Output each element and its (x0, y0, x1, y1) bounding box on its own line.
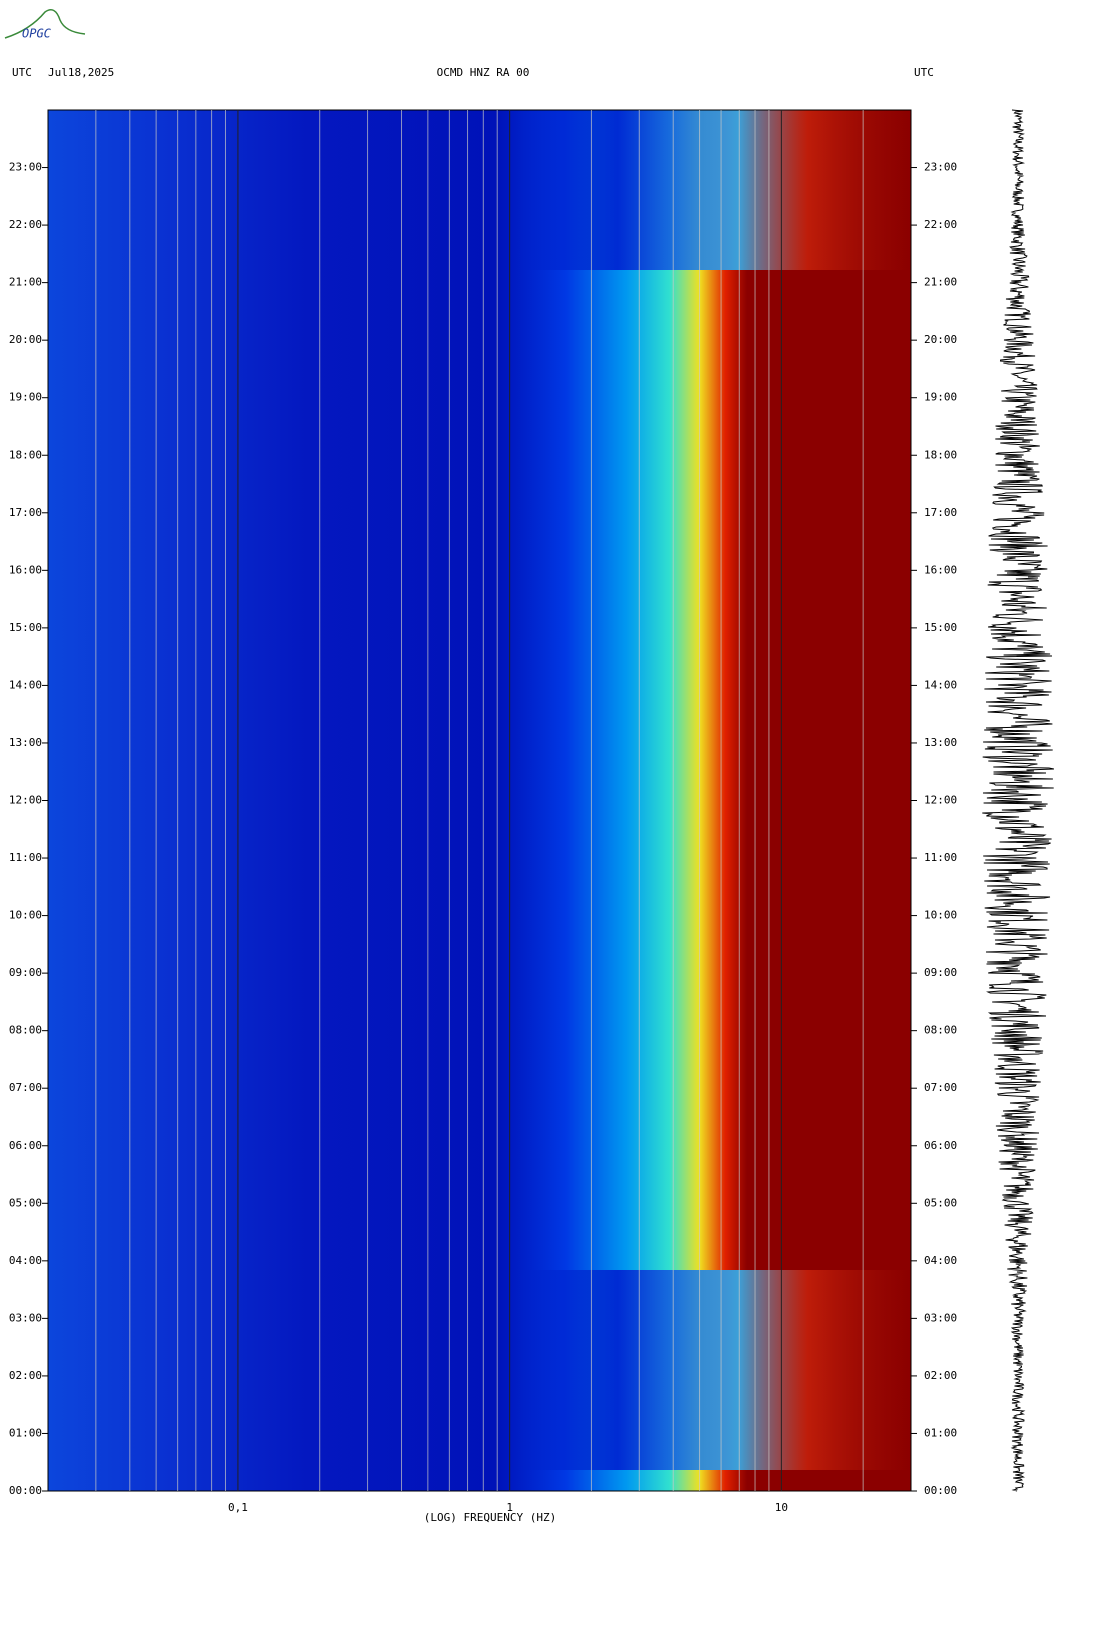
y-tick-label-right: 05:00 (924, 1196, 957, 1209)
y-tick-label: 23:00 (9, 161, 42, 174)
y-tick-label: 19:00 (9, 391, 42, 404)
x-tick-label: 0,1 (228, 1501, 248, 1514)
y-tick-label: 22:00 (9, 218, 42, 231)
y-tick-label: 02:00 (9, 1369, 42, 1382)
y-tick-label-right: 14:00 (924, 678, 957, 691)
y-tick-label-right: 19:00 (924, 391, 957, 404)
header-right: UTC (914, 66, 934, 79)
y-tick-label: 03:00 (9, 1311, 42, 1324)
y-tick-label: 09:00 (9, 966, 42, 979)
y-tick-label: 18:00 (9, 448, 42, 461)
y-tick-label-right: 16:00 (924, 563, 957, 576)
y-tick-label: 08:00 (9, 1024, 42, 1037)
y-tick-label-right: 07:00 (924, 1081, 957, 1094)
y-tick-label: 13:00 (9, 736, 42, 749)
y-tick-label-right: 06:00 (924, 1139, 957, 1152)
y-tick-label: 05:00 (9, 1196, 42, 1209)
y-tick-label-right: 22:00 (924, 218, 957, 231)
date: Jul18,2025 (48, 66, 114, 79)
y-tick-label: 15:00 (9, 621, 42, 634)
y-tick-label-right: 02:00 (924, 1369, 957, 1382)
y-tick-label-right: 20:00 (924, 333, 957, 346)
y-tick-label: 06:00 (9, 1139, 42, 1152)
y-tick-label-right: 09:00 (924, 966, 957, 979)
spectrogram-quiet-band (48, 1270, 911, 1470)
x-tick-label: 1 (506, 1501, 513, 1514)
logo: OPGC (4, 9, 86, 41)
y-tick-label-right: 23:00 (924, 161, 957, 174)
y-tick-label-right: 18:00 (924, 448, 957, 461)
y-tick-label-right: 00:00 (924, 1484, 957, 1497)
y-tick-label: 17:00 (9, 506, 42, 519)
y-tick-label: 04:00 (9, 1254, 42, 1267)
y-tick-label: 00:00 (9, 1484, 42, 1497)
y-tick-label-right: 04:00 (924, 1254, 957, 1267)
y-tick-label-right: 03:00 (924, 1311, 957, 1324)
y-tick-label-right: 10:00 (924, 909, 957, 922)
y-tick-label-right: 11:00 (924, 851, 957, 864)
y-tick-label: 10:00 (9, 909, 42, 922)
header-left: UTC (12, 66, 32, 79)
chart-title: OCMD HNZ RA 00 (437, 66, 530, 79)
y-tick-label: 07:00 (9, 1081, 42, 1094)
y-tick-label-right: 12:00 (924, 794, 957, 807)
x-axis-label: (LOG) FREQUENCY (HZ) (424, 1511, 556, 1524)
y-tick-label: 01:00 (9, 1426, 42, 1439)
seismogram-trace (982, 109, 1054, 1492)
y-tick-label-right: 15:00 (924, 621, 957, 634)
y-tick-label-right: 01:00 (924, 1426, 957, 1439)
spectrogram-image (48, 110, 911, 1491)
y-tick-label-right: 08:00 (924, 1024, 957, 1037)
y-tick-label: 21:00 (9, 276, 42, 289)
y-tick-label: 14:00 (9, 678, 42, 691)
spectrogram-quiet-band (48, 110, 911, 270)
y-tick-label-right: 21:00 (924, 276, 957, 289)
logo-mountain (4, 9, 86, 39)
y-tick-label-right: 17:00 (924, 506, 957, 519)
y-tick-label-right: 13:00 (924, 736, 957, 749)
y-tick-label: 16:00 (9, 563, 42, 576)
y-tick-label: 12:00 (9, 794, 42, 807)
logo-text: OPGC (22, 27, 52, 41)
x-tick-label: 10 (775, 1501, 788, 1514)
y-tick-label: 20:00 (9, 333, 42, 346)
y-tick-label: 11:00 (9, 851, 42, 864)
